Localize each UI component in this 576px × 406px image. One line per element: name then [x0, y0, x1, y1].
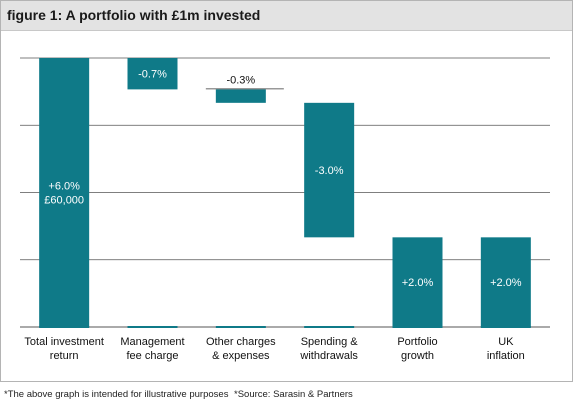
- bar-label-0-0: +6.0%: [48, 181, 80, 193]
- category-label-1-1: fee charge: [127, 350, 179, 362]
- category-label-4-0: Portfolio: [397, 336, 437, 348]
- bar-baseline-0: [39, 326, 90, 328]
- bar-baseline-3: [304, 326, 355, 328]
- bar-3: [304, 102, 355, 238]
- figure-title-bar: figure 1: A portfolio with £1m invested: [1, 1, 572, 31]
- footnote-source: *Source: Sarasin & Partners: [234, 389, 353, 400]
- waterfall-chart: +6.0% £60,000 Total investment return -0.7% M…: [20, 57, 550, 362]
- bar-label-1-0: -0.7%: [138, 69, 167, 81]
- category-label-0-1: return: [50, 350, 79, 362]
- category-label-5-1: inflation: [487, 350, 525, 362]
- bar-baseline-5: [480, 326, 531, 328]
- bar-label-4-0: +2.0%: [402, 277, 434, 289]
- figure-title: figure 1: A portfolio with £1m invested: [7, 7, 261, 23]
- bar-baseline-4: [392, 326, 443, 328]
- bar-baseline-1: [127, 326, 178, 328]
- figure-frame: figure 1: A portfolio with £1m invested: [0, 0, 573, 382]
- bar-label-2-0: -0.3%: [226, 74, 255, 86]
- bar-2: [215, 89, 266, 103]
- footnote-illustrative: *The above graph is intended for illustr…: [4, 389, 229, 400]
- category-label-2-0: Other charges: [206, 336, 276, 348]
- bar-label-3-0: -3.0%: [315, 165, 344, 177]
- bar-0: [39, 58, 90, 327]
- category-label-3-0: Spending &: [301, 336, 359, 348]
- category-label-2-1: & expenses: [212, 350, 270, 362]
- bar-5: [480, 237, 531, 327]
- bar-baseline-2: [215, 326, 266, 328]
- bar-4: [392, 237, 443, 327]
- category-label-3-1: withdrawals: [299, 350, 358, 362]
- category-label-0-0: Total investment: [24, 336, 103, 348]
- category-label-5-0: UK: [498, 336, 514, 348]
- bar-1: [127, 58, 178, 90]
- bar-label-5-0: +2.0%: [490, 277, 522, 289]
- bar-label-0-1: £60,000: [44, 195, 84, 207]
- category-label-1-0: Management: [120, 336, 184, 348]
- category-label-4-1: growth: [401, 350, 434, 362]
